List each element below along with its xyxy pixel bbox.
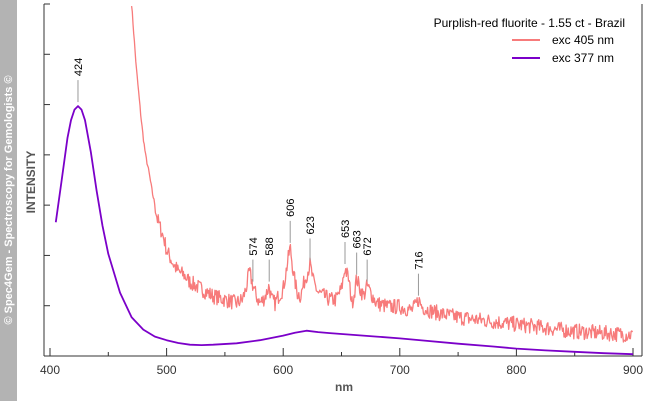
peak-label-588: 588: [264, 237, 276, 255]
peak-label-663: 663: [352, 230, 364, 248]
x-tick-label: 800: [506, 363, 526, 377]
legend-label: exc 377 nm: [552, 51, 614, 65]
x-axis-label: nm: [335, 380, 353, 394]
peak-label-574: 574: [248, 237, 260, 255]
peak-label-606: 606: [285, 199, 297, 217]
y-axis-label: INTENSITY: [24, 151, 38, 214]
peak-label-623: 623: [305, 216, 317, 234]
x-tick-label: 700: [390, 363, 410, 377]
series-line-exc-377: [54, 105, 634, 356]
peak-label-653: 653: [340, 220, 352, 238]
legend: exc 405 nm exc 377 nm: [512, 33, 614, 65]
peak-label-672: 672: [362, 237, 374, 255]
chart-title: Purplish-red fluorite - 1.55 ct - Brazil: [434, 16, 625, 30]
peak-label-716: 716: [413, 251, 425, 269]
copyright-sidebar: © Spec4Gem - Spectroscopy for Gemologist…: [0, 0, 17, 401]
legend-label: exc 405 nm: [552, 33, 614, 47]
axes: 400 500 600 700 800 900: [40, 3, 643, 377]
x-tick-label: 900: [623, 363, 643, 377]
x-tick-label: 600: [273, 363, 293, 377]
x-tick-label: 400: [40, 363, 60, 377]
series-layer: [54, 6, 634, 356]
series-line-exc-405: [130, 6, 634, 343]
x-tick-label: 500: [157, 363, 177, 377]
peak-label-424: 424: [73, 58, 85, 76]
